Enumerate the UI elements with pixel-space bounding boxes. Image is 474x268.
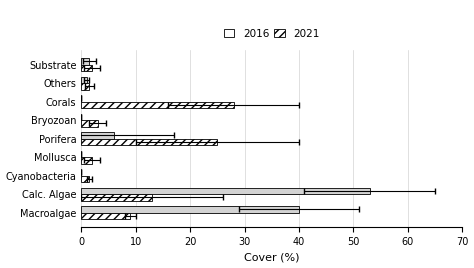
Bar (82, 65, 92, 71)
X-axis label: Cover (%): Cover (%) (244, 252, 300, 262)
Legend: 2016, 2021: 2016, 2021 (224, 29, 319, 39)
Bar (82, 157, 92, 163)
Bar (82, 213, 130, 219)
Bar (82, 102, 234, 108)
Bar (82, 188, 370, 194)
Bar (82, 132, 114, 139)
Bar (82, 176, 90, 182)
Bar (82, 194, 152, 201)
Bar (82, 58, 90, 65)
Bar (82, 77, 87, 83)
Bar (82, 139, 218, 145)
Bar (82, 120, 98, 126)
Bar (82, 83, 90, 90)
Bar (82, 206, 299, 213)
